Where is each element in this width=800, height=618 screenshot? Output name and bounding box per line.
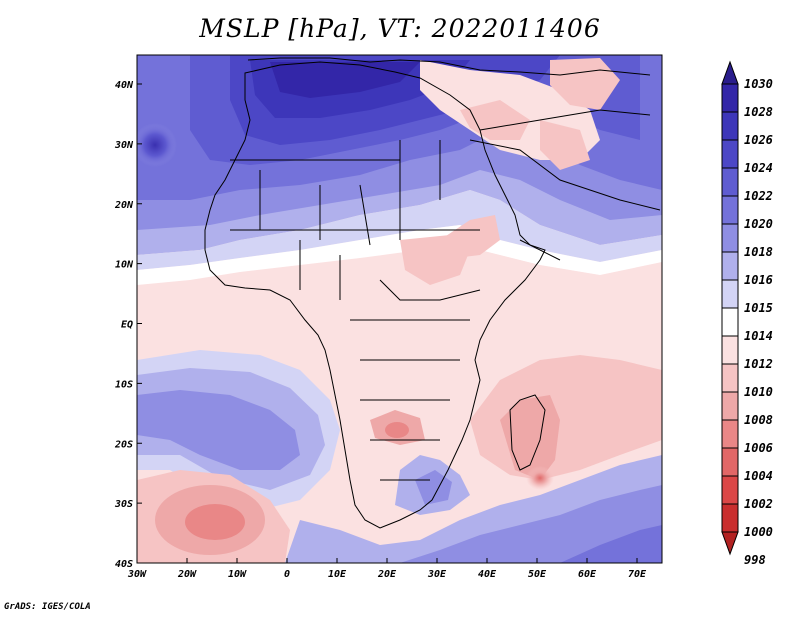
lat-tick-label: 30S bbox=[114, 499, 133, 510]
colorbar-swatch bbox=[721, 391, 739, 421]
latitude-axis: 40N 30N 20N 10N EQ 10S 20S 30S 40S bbox=[114, 80, 142, 570]
pressure-field bbox=[137, 55, 662, 563]
lon-tick-label: 40E bbox=[478, 569, 497, 580]
colorbar-label: 1000 bbox=[744, 525, 773, 539]
lon-tick-label: 60E bbox=[578, 569, 597, 580]
longitude-axis: 30W 20W 10W 0 10E 20E 30E 40E 50E 60E 70E bbox=[127, 558, 647, 580]
colorbar-swatch bbox=[721, 251, 739, 281]
credit-label: GrADS: IGES/COLA bbox=[4, 602, 91, 612]
colorbar-label: 1014 bbox=[744, 329, 773, 343]
lat-tick-label: 20S bbox=[114, 439, 133, 450]
colorbar-label: 1012 bbox=[744, 357, 773, 371]
colorbar-label: 1006 bbox=[744, 441, 773, 455]
lon-tick-label: 0 bbox=[284, 569, 290, 580]
colorbar-bottom-arrow bbox=[721, 531, 739, 556]
colorbar-label: 1004 bbox=[744, 469, 773, 483]
colorbar-label: 1002 bbox=[744, 497, 773, 511]
lon-tick-label: 10E bbox=[328, 569, 347, 580]
lon-tick-label: 20W bbox=[177, 569, 197, 580]
colorbar-label: 1030 bbox=[744, 77, 773, 91]
lon-tick-label: 30W bbox=[127, 569, 147, 580]
colorbar-swatch bbox=[721, 111, 739, 141]
colorbar-top-arrow bbox=[721, 60, 739, 85]
lat-tick-label: 30N bbox=[114, 140, 134, 151]
colorbar-swatch bbox=[721, 279, 739, 309]
colorbar-swatch bbox=[721, 223, 739, 253]
colorbar-label: 1028 bbox=[744, 105, 773, 119]
colorbar-swatch bbox=[721, 83, 739, 113]
colorbar-label: 1018 bbox=[744, 245, 773, 259]
plot-frame bbox=[136, 54, 663, 564]
colorbar-swatch bbox=[721, 195, 739, 225]
colorbar-label: 1015 bbox=[744, 301, 773, 315]
colorbar-swatch bbox=[721, 447, 739, 477]
lat-tick-label: 40S bbox=[115, 559, 133, 570]
colorbar-swatch bbox=[721, 335, 739, 365]
colorbar-label: 1016 bbox=[744, 273, 773, 287]
lat-tick-label: EQ bbox=[121, 320, 133, 331]
colorbar-label: 1026 bbox=[744, 133, 773, 147]
colorbar-label: 1020 bbox=[744, 217, 773, 231]
lat-tick-label: 40N bbox=[115, 80, 134, 91]
colorbar-swatch bbox=[721, 139, 739, 169]
lon-tick-label: 10W bbox=[228, 569, 247, 580]
lon-tick-label: 50E bbox=[528, 569, 547, 580]
colorbar-label: 1024 bbox=[744, 161, 773, 175]
colorbar-label: 998 bbox=[744, 553, 766, 567]
colorbar-swatch bbox=[721, 307, 739, 337]
lon-tick-label: 70E bbox=[628, 569, 647, 580]
lat-tick-label: 10N bbox=[115, 260, 134, 271]
lat-tick-label: 10S bbox=[115, 379, 133, 390]
colorbar-label: 1010 bbox=[744, 385, 773, 399]
colorbar-label: 1022 bbox=[744, 189, 773, 203]
lat-tick-label: 20N bbox=[114, 200, 134, 211]
colorbar-swatch bbox=[721, 503, 739, 533]
coastline-borders bbox=[204, 57, 661, 529]
colorbar-swatch bbox=[721, 363, 739, 393]
colorbar-swatch bbox=[721, 475, 739, 505]
lon-tick-label: 20E bbox=[377, 569, 397, 580]
map-title: MSLP [hPa], VT: 2022011406 bbox=[199, 14, 601, 43]
colorbar-swatch bbox=[721, 167, 739, 197]
colorbar: 1030 1028 1026 1024 1022 1020 1018 1016 1015 1014… bbox=[721, 60, 773, 567]
colorbar-label: 1008 bbox=[744, 413, 773, 427]
lon-tick-label: 30E bbox=[427, 569, 447, 580]
colorbar-swatch bbox=[721, 419, 739, 449]
